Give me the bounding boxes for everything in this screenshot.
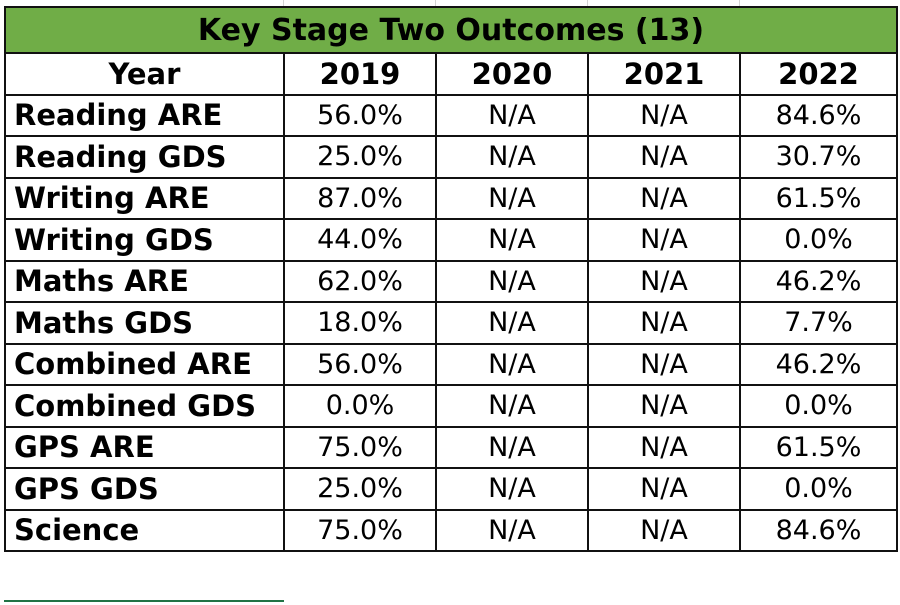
value-cell[interactable]: 75.0% xyxy=(283,508,437,552)
value-cell[interactable]: 56.0% xyxy=(283,342,437,386)
table-row: Combined ARE 56.0% N/A N/A 46.2% xyxy=(4,342,898,386)
value-cell[interactable]: N/A xyxy=(587,218,741,262)
table-row: Writing GDS 44.0% N/A N/A 0.0% xyxy=(4,218,898,262)
value-cell[interactable]: N/A xyxy=(435,384,589,428)
value-cell[interactable]: N/A xyxy=(435,93,589,137)
value-cell[interactable]: N/A xyxy=(587,259,741,303)
value-cell[interactable]: N/A xyxy=(587,384,741,428)
value-cell[interactable]: 0.0% xyxy=(739,467,898,511)
row-label-cell[interactable]: Reading GDS xyxy=(4,135,285,179)
table-row: Reading GDS 25.0% N/A N/A 30.7% xyxy=(4,135,898,179)
active-cell-border xyxy=(4,600,284,605)
value-cell[interactable]: 46.2% xyxy=(739,342,898,386)
row-label-cell[interactable]: Combined GDS xyxy=(4,384,285,428)
value-cell[interactable]: N/A xyxy=(435,176,589,220)
table-row: GPS GDS 25.0% N/A N/A 0.0% xyxy=(4,467,898,511)
value-cell[interactable]: 0.0% xyxy=(739,384,898,428)
value-cell[interactable]: N/A xyxy=(435,342,589,386)
table-row: Reading ARE 56.0% N/A N/A 84.6% xyxy=(4,93,898,137)
row-label-cell[interactable]: Reading ARE xyxy=(4,93,285,137)
value-cell[interactable]: 46.2% xyxy=(739,259,898,303)
header-year-2020[interactable]: 2020 xyxy=(435,52,589,96)
value-cell[interactable]: 0.0% xyxy=(739,218,898,262)
value-cell[interactable]: N/A xyxy=(435,218,589,262)
value-cell[interactable]: 61.5% xyxy=(739,425,898,469)
header-year-label[interactable]: Year xyxy=(4,52,285,96)
value-cell[interactable]: 62.0% xyxy=(283,259,437,303)
table-row: Writing ARE 87.0% N/A N/A 61.5% xyxy=(4,176,898,220)
table-row: Science 75.0% N/A N/A 84.6% xyxy=(4,508,898,552)
value-cell[interactable]: 75.0% xyxy=(283,425,437,469)
outcomes-table: Key Stage Two Outcomes (13) Year 2019 20… xyxy=(4,6,898,552)
value-cell[interactable]: N/A xyxy=(587,135,741,179)
value-cell[interactable]: 87.0% xyxy=(283,176,437,220)
gridline xyxy=(435,0,436,6)
row-label-cell[interactable]: Combined ARE xyxy=(4,342,285,386)
table-row: Combined GDS 0.0% N/A N/A 0.0% xyxy=(4,384,898,428)
value-cell[interactable]: N/A xyxy=(587,508,741,552)
row-label-cell[interactable]: Maths GDS xyxy=(4,301,285,345)
gridline xyxy=(587,0,588,6)
title-row: Key Stage Two Outcomes (13) xyxy=(4,6,898,54)
value-cell[interactable]: N/A xyxy=(587,467,741,511)
gridline xyxy=(739,0,740,6)
value-cell[interactable]: N/A xyxy=(435,135,589,179)
value-cell[interactable]: 25.0% xyxy=(283,135,437,179)
row-label-cell[interactable]: Writing ARE xyxy=(4,176,285,220)
row-label-cell[interactable]: Maths ARE xyxy=(4,259,285,303)
value-cell[interactable]: N/A xyxy=(435,508,589,552)
value-cell[interactable]: N/A xyxy=(587,301,741,345)
header-row: Year 2019 2020 2021 2022 xyxy=(4,52,898,96)
table-row: Maths GDS 18.0% N/A N/A 7.7% xyxy=(4,301,898,345)
value-cell[interactable]: N/A xyxy=(435,467,589,511)
value-cell[interactable]: N/A xyxy=(587,176,741,220)
gridline xyxy=(283,0,284,6)
table-row: Maths ARE 62.0% N/A N/A 46.2% xyxy=(4,259,898,303)
row-label-cell[interactable]: Writing GDS xyxy=(4,218,285,262)
value-cell[interactable]: N/A xyxy=(435,301,589,345)
value-cell[interactable]: N/A xyxy=(435,259,589,303)
row-label-cell[interactable]: Science xyxy=(4,508,285,552)
header-year-2022[interactable]: 2022 xyxy=(739,52,898,96)
value-cell[interactable]: 25.0% xyxy=(283,467,437,511)
value-cell[interactable]: 61.5% xyxy=(739,176,898,220)
row-label-cell[interactable]: GPS GDS xyxy=(4,467,285,511)
value-cell[interactable]: 0.0% xyxy=(283,384,437,428)
value-cell[interactable]: N/A xyxy=(587,342,741,386)
table-title[interactable]: Key Stage Two Outcomes (13) xyxy=(4,6,898,54)
value-cell[interactable]: 84.6% xyxy=(739,93,898,137)
value-cell[interactable]: 44.0% xyxy=(283,218,437,262)
value-cell[interactable]: 56.0% xyxy=(283,93,437,137)
header-year-2021[interactable]: 2021 xyxy=(587,52,741,96)
value-cell[interactable]: 18.0% xyxy=(283,301,437,345)
value-cell[interactable]: N/A xyxy=(587,93,741,137)
value-cell[interactable]: 84.6% xyxy=(739,508,898,552)
table-row: GPS ARE 75.0% N/A N/A 61.5% xyxy=(4,425,898,469)
value-cell[interactable]: N/A xyxy=(435,425,589,469)
value-cell[interactable]: 7.7% xyxy=(739,301,898,345)
row-label-cell[interactable]: GPS ARE xyxy=(4,425,285,469)
value-cell[interactable]: 30.7% xyxy=(739,135,898,179)
header-year-2019[interactable]: 2019 xyxy=(283,52,437,96)
value-cell[interactable]: N/A xyxy=(587,425,741,469)
